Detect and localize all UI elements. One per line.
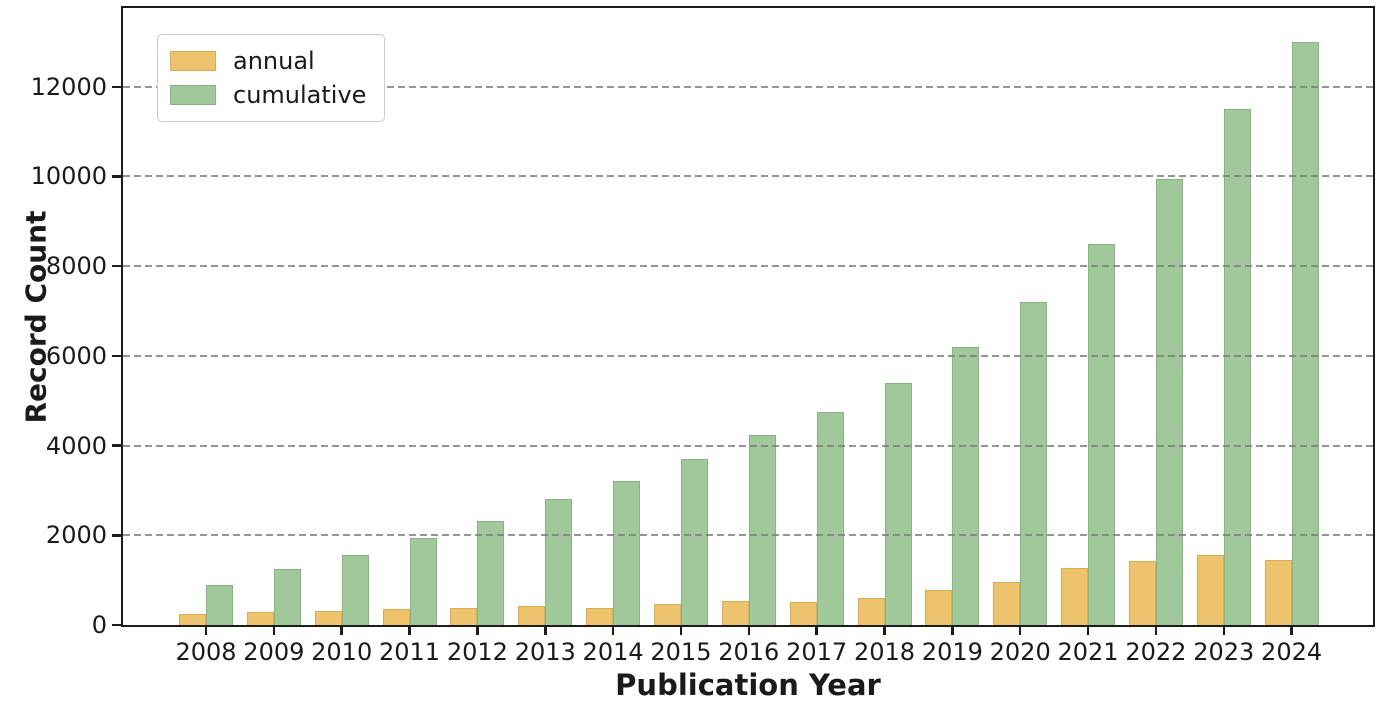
legend-label-cumulative: cumulative — [233, 81, 367, 109]
bar-annual-2019 — [925, 589, 953, 625]
gridline-12000 — [123, 85, 1373, 88]
bar-cumulative-2010 — [341, 555, 369, 625]
bar-annual-2015 — [653, 603, 681, 625]
x-tick-label: 2010 — [311, 638, 373, 666]
x-tick-mark — [476, 625, 479, 635]
bar-annual-2024 — [1264, 559, 1292, 625]
bar-cumulative-2019 — [952, 346, 980, 625]
x-tick-mark — [679, 625, 683, 635]
x-tick-label: 2020 — [989, 638, 1051, 666]
bar-cumulative-2008 — [206, 584, 233, 625]
x-axis-title: Publication Year — [615, 668, 881, 702]
x-tick-mark — [815, 625, 818, 635]
plot-area: 0 2000 4000 6000 8000 10000 12000 2008 2009 2010… — [31, 6, 1375, 666]
x-tick-mark — [1086, 625, 1090, 635]
x-tick-mark — [1018, 625, 1022, 635]
x-tick-label: 2024 — [1261, 638, 1323, 666]
gridline-6000 — [123, 354, 1373, 357]
x-tick-label: 2014 — [582, 638, 644, 666]
x-tick-label: 2018 — [853, 638, 916, 666]
y-tick-mark — [112, 175, 123, 178]
legend-swatch-cumulative — [170, 85, 216, 105]
x-tick-label: 2012 — [446, 638, 508, 666]
bar-annual-2008 — [179, 613, 206, 625]
x-tick-label: 2019 — [921, 638, 983, 666]
bar-annual-2009 — [246, 611, 274, 625]
y-tick-mark — [112, 623, 123, 627]
bar-cumulative-2017 — [816, 411, 844, 625]
x-tick-mark — [1222, 625, 1225, 635]
x-tick-mark — [951, 625, 954, 635]
x-tick-label: 2016 — [718, 638, 780, 666]
y-tick-mark — [112, 354, 123, 358]
bar-cumulative-2011 — [409, 537, 437, 625]
x-tick-mark — [340, 625, 343, 635]
bar-cumulative-2022 — [1155, 178, 1183, 625]
bar-cumulative-2018 — [884, 382, 912, 625]
bar-annual-2023 — [1196, 555, 1224, 625]
x-tick-label: 2015 — [650, 638, 712, 666]
bar-annual-2018 — [857, 597, 885, 625]
legend-item-cumulative: cumulative — [170, 78, 366, 112]
y-tick-label: 6000 — [45, 341, 107, 370]
x-tick-label: 2011 — [379, 638, 441, 666]
gridline-4000 — [123, 444, 1373, 447]
x-tick-mark — [883, 625, 886, 635]
x-tick-label: 2008 — [175, 638, 237, 666]
bar-annual-2022 — [1128, 560, 1156, 625]
legend-label-annual: annual — [233, 47, 315, 75]
gridline-10000 — [123, 175, 1373, 178]
bar-cumulative-2020 — [1020, 302, 1048, 625]
legend-swatch-annual — [170, 51, 216, 71]
x-tick-mark — [544, 625, 547, 635]
y-tick-label: 2000 — [45, 521, 107, 550]
bar-cumulative-2021 — [1088, 243, 1116, 625]
bar-annual-2014 — [586, 607, 614, 625]
legend-item-annual: annual — [170, 44, 366, 78]
legend: annual cumulative — [157, 34, 386, 122]
bar-cumulative-2014 — [613, 481, 641, 625]
x-tick-mark — [408, 625, 411, 635]
bar-cumulative-2024 — [1291, 41, 1319, 625]
bar-cumulative-2015 — [680, 459, 708, 625]
y-tick-label: 0 — [91, 611, 107, 639]
y-tick-label: 12000 — [30, 72, 107, 101]
y-tick-mark — [112, 444, 123, 447]
y-axis-title: Record Count — [19, 210, 53, 424]
bar-cumulative-2013 — [545, 499, 573, 625]
x-tick-mark — [1290, 625, 1293, 635]
bar-annual-2011 — [382, 608, 410, 625]
bar-cumulative-2009 — [273, 568, 301, 625]
bar-cumulative-2012 — [477, 520, 505, 625]
x-tick-label: 2013 — [514, 638, 576, 666]
x-tick-mark — [1154, 625, 1158, 635]
x-tick-mark — [747, 625, 751, 635]
x-tick-label: 2021 — [1057, 638, 1119, 666]
bar-cumulative-2016 — [748, 434, 776, 625]
bar-annual-2012 — [450, 607, 478, 625]
y-tick-label: 10000 — [30, 162, 107, 191]
y-tick-mark — [112, 264, 123, 268]
x-tick-label: 2009 — [243, 638, 305, 666]
x-tick-mark — [204, 625, 208, 635]
x-tick-label: 2022 — [1125, 638, 1187, 666]
bar-annual-2017 — [789, 601, 817, 625]
y-tick-mark — [112, 534, 123, 537]
bar-annual-2020 — [993, 581, 1021, 625]
bar-annual-2013 — [518, 605, 546, 625]
x-tick-label: 2017 — [786, 638, 848, 666]
bar-annual-2010 — [314, 611, 342, 625]
bar-cumulative-2023 — [1223, 109, 1251, 625]
bar-annual-2021 — [1061, 568, 1089, 625]
x-tick-mark — [611, 625, 615, 635]
x-tick-mark — [272, 625, 276, 635]
x-tick-label: 2023 — [1193, 638, 1255, 666]
gridline-8000 — [123, 265, 1373, 268]
gridline-2000 — [123, 534, 1373, 537]
y-tick-label: 8000 — [45, 252, 107, 281]
y-tick-mark — [112, 85, 123, 88]
bar-annual-2016 — [721, 601, 749, 625]
y-tick-label: 4000 — [45, 431, 107, 460]
